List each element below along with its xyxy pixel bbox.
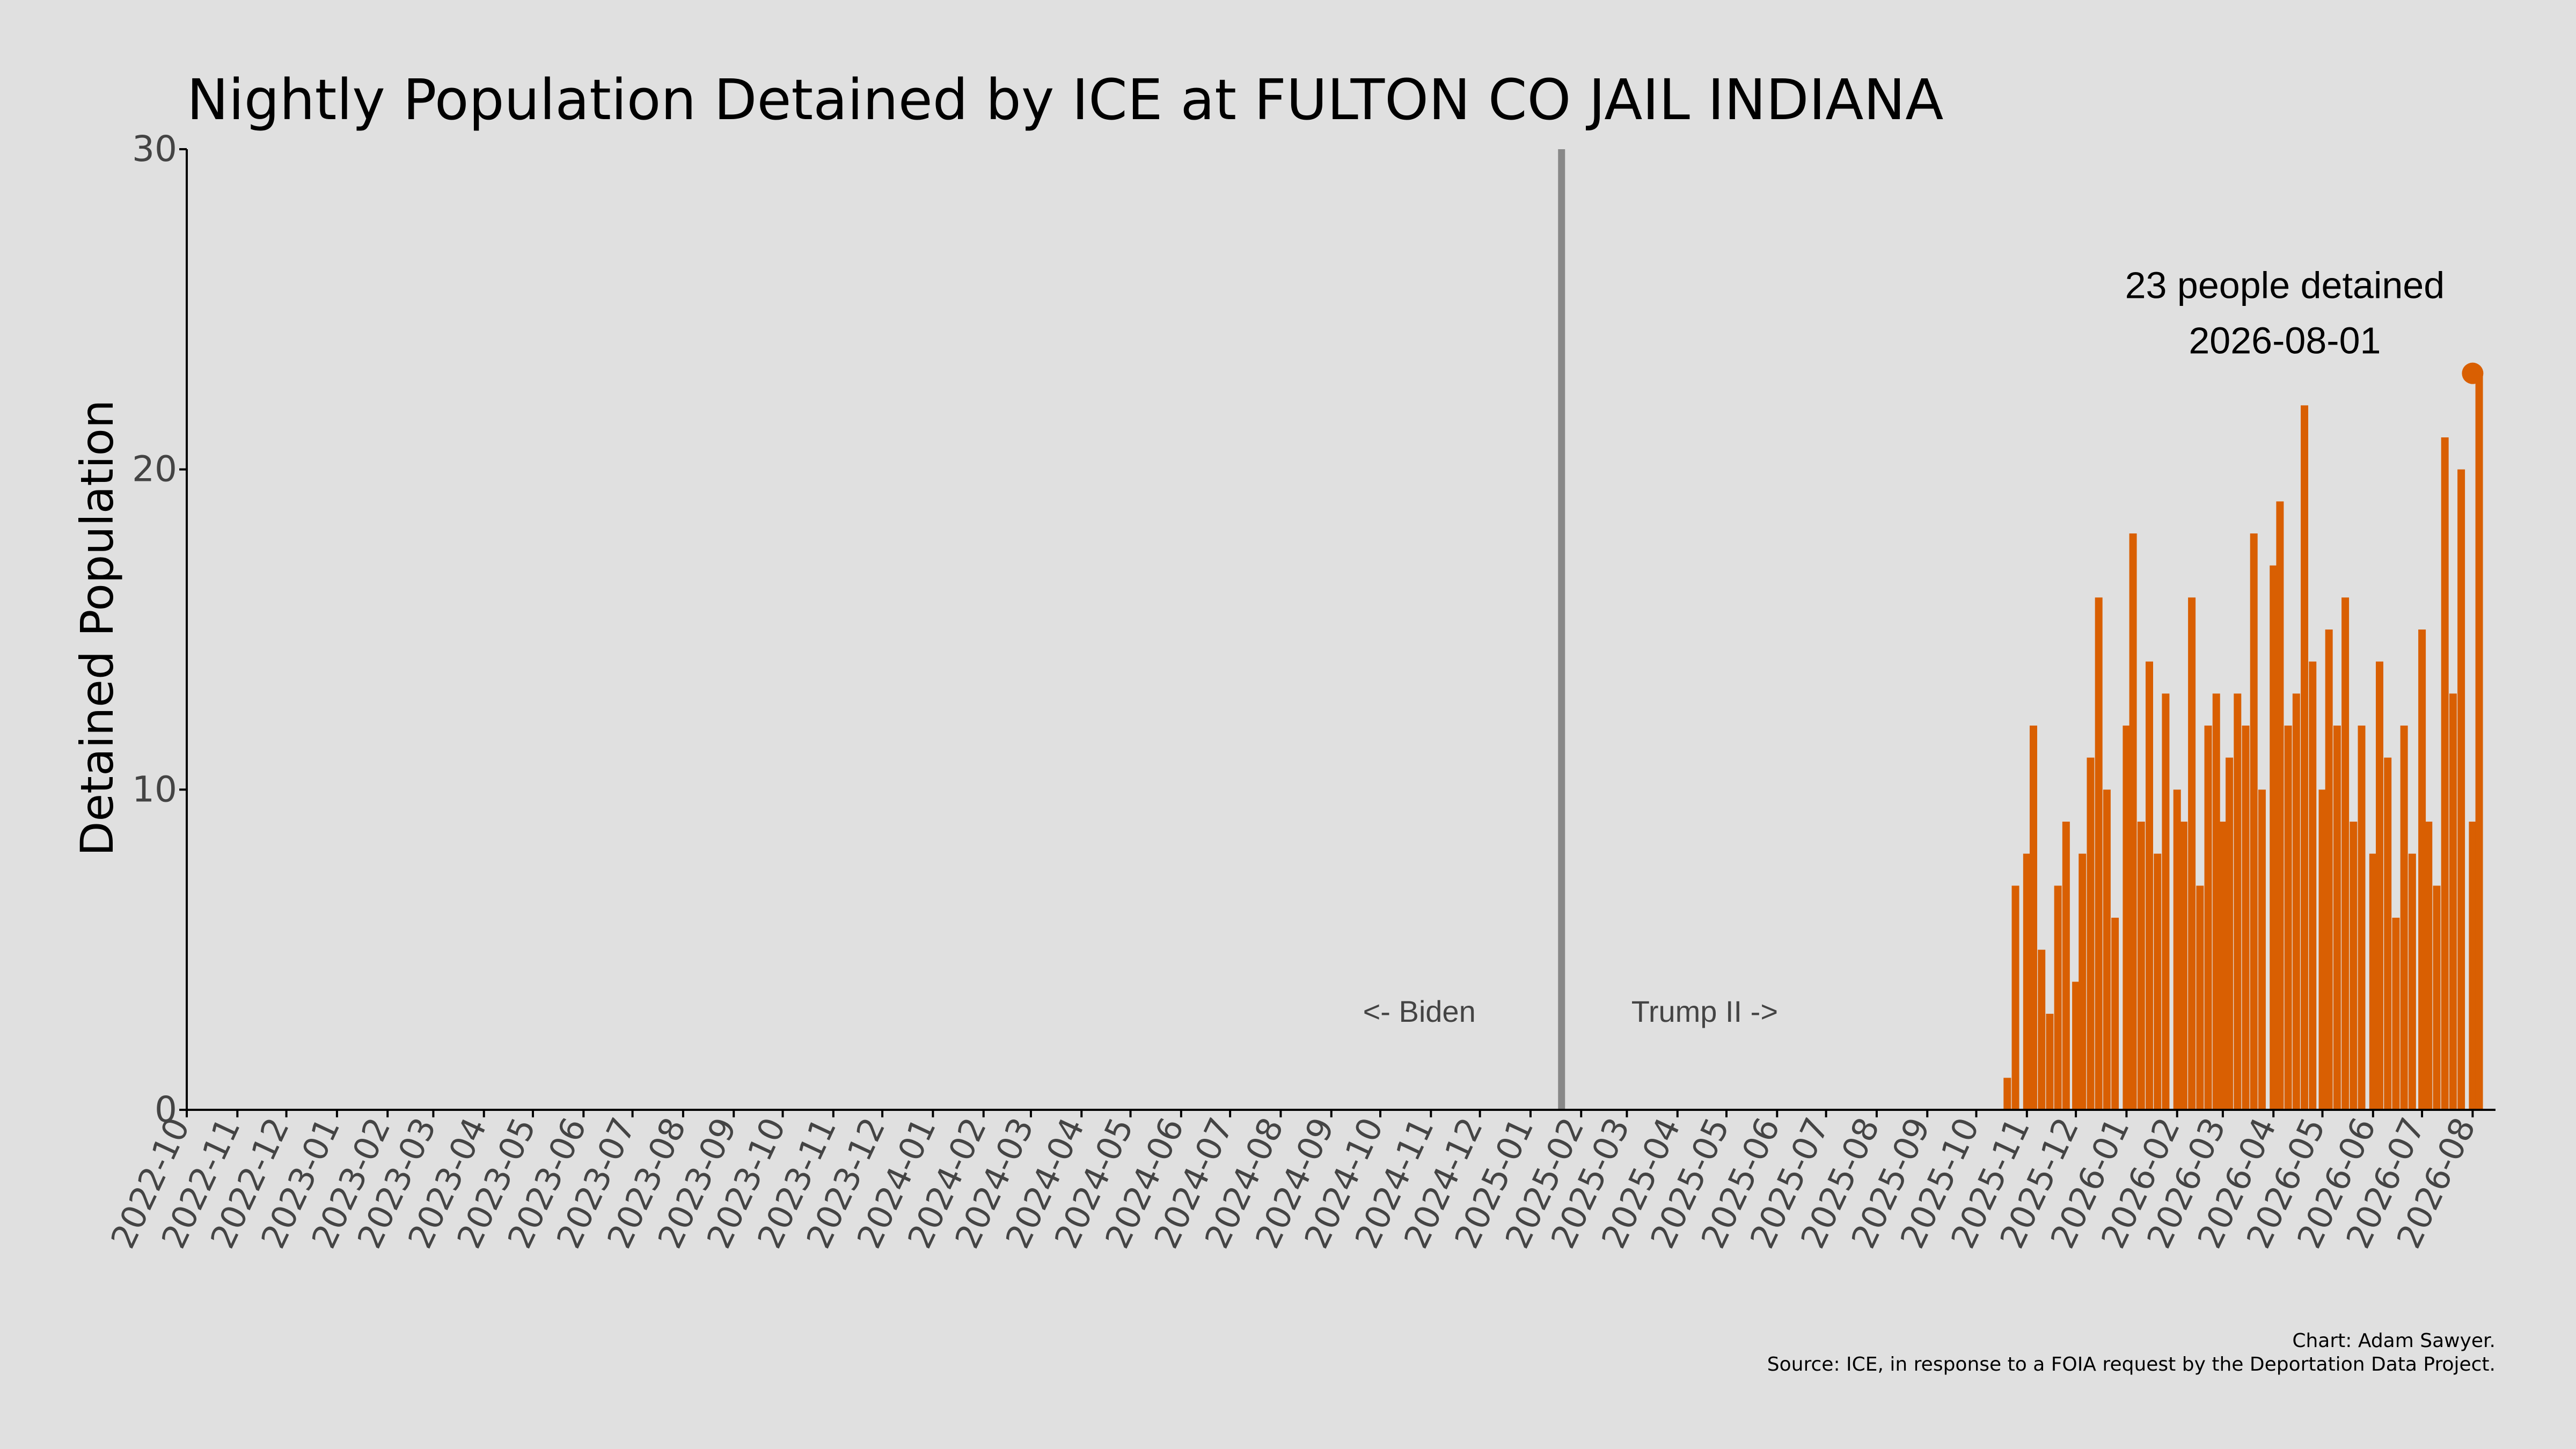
bar [2204,726,2212,1110]
bar [2284,726,2292,1110]
bar [2029,726,2037,1110]
era-label-trump: Trump II -> [1631,994,1778,1028]
bar [2137,822,2145,1110]
bar [2433,885,2441,1110]
bar [2103,789,2111,1110]
y-axis: 0 10 20 30 [132,128,188,1130]
y-tick-label: 30 [132,128,177,170]
bar [2250,533,2258,1110]
bar [2123,726,2131,1110]
era-label-biden: <- Biden [1363,994,1476,1028]
bar [2341,597,2350,1110]
bar [2234,693,2242,1110]
peak-point [2462,362,2484,384]
bar [2226,757,2234,1110]
bar [2384,757,2392,1110]
y-tick-label: 10 [132,769,177,810]
bar [2242,726,2250,1110]
bar [2358,726,2366,1110]
bar [2003,1078,2011,1110]
bar [2154,853,2162,1110]
bar [2219,822,2227,1110]
bar [2087,757,2095,1110]
bar [2449,693,2457,1110]
bar [2095,597,2103,1110]
bar [2333,726,2341,1110]
bar [2173,789,2181,1110]
bar [2301,405,2309,1110]
y-axis-label: Detained Population [71,400,123,856]
bar [2146,661,2154,1110]
bar [2270,565,2278,1110]
bar [2129,533,2137,1110]
bar [2212,693,2220,1110]
bar [2011,885,2019,1110]
y-tick-label: 20 [132,449,177,490]
bar [2111,918,2119,1110]
bar [2469,822,2477,1110]
bar [2072,982,2080,1110]
bar [2062,822,2070,1110]
bar [2179,822,2187,1110]
y-tick-label: 0 [155,1089,177,1130]
bar [2408,853,2416,1110]
bar [2079,853,2087,1110]
bar [2392,918,2400,1110]
bar [2375,661,2383,1110]
bar [2188,597,2196,1110]
bar [2023,853,2031,1110]
bar [2318,789,2326,1110]
bar [2325,630,2333,1110]
bar [2369,853,2377,1110]
bar [2038,949,2046,1110]
x-axis: 2022-102022-112022-122023-012023-022023-… [103,1109,2496,1254]
chart-credit: Chart: Adam Sawyer. [2292,1330,2496,1352]
bar [2309,661,2317,1110]
bar [2162,693,2170,1110]
bar [2418,630,2426,1110]
bar [2054,885,2062,1110]
bar [2475,373,2483,1110]
bar [2196,885,2204,1110]
chart-title: Nightly Population Detained by ICE at FU… [187,67,1943,133]
bar [2046,1014,2054,1110]
bar [2457,469,2465,1110]
chart-source: Source: ICE, in response to a FOIA reque… [1767,1353,2496,1375]
peak-date-label: 2026-08-01 [2189,320,2381,362]
bar-series [2003,373,2483,1110]
bar [2400,726,2408,1110]
peak-label: 23 people detained [2125,265,2445,306]
bar [2350,822,2358,1110]
bar [2425,822,2433,1110]
bar [2276,501,2284,1110]
bar [2258,789,2266,1110]
bar [2441,437,2449,1110]
bar [2292,693,2300,1110]
